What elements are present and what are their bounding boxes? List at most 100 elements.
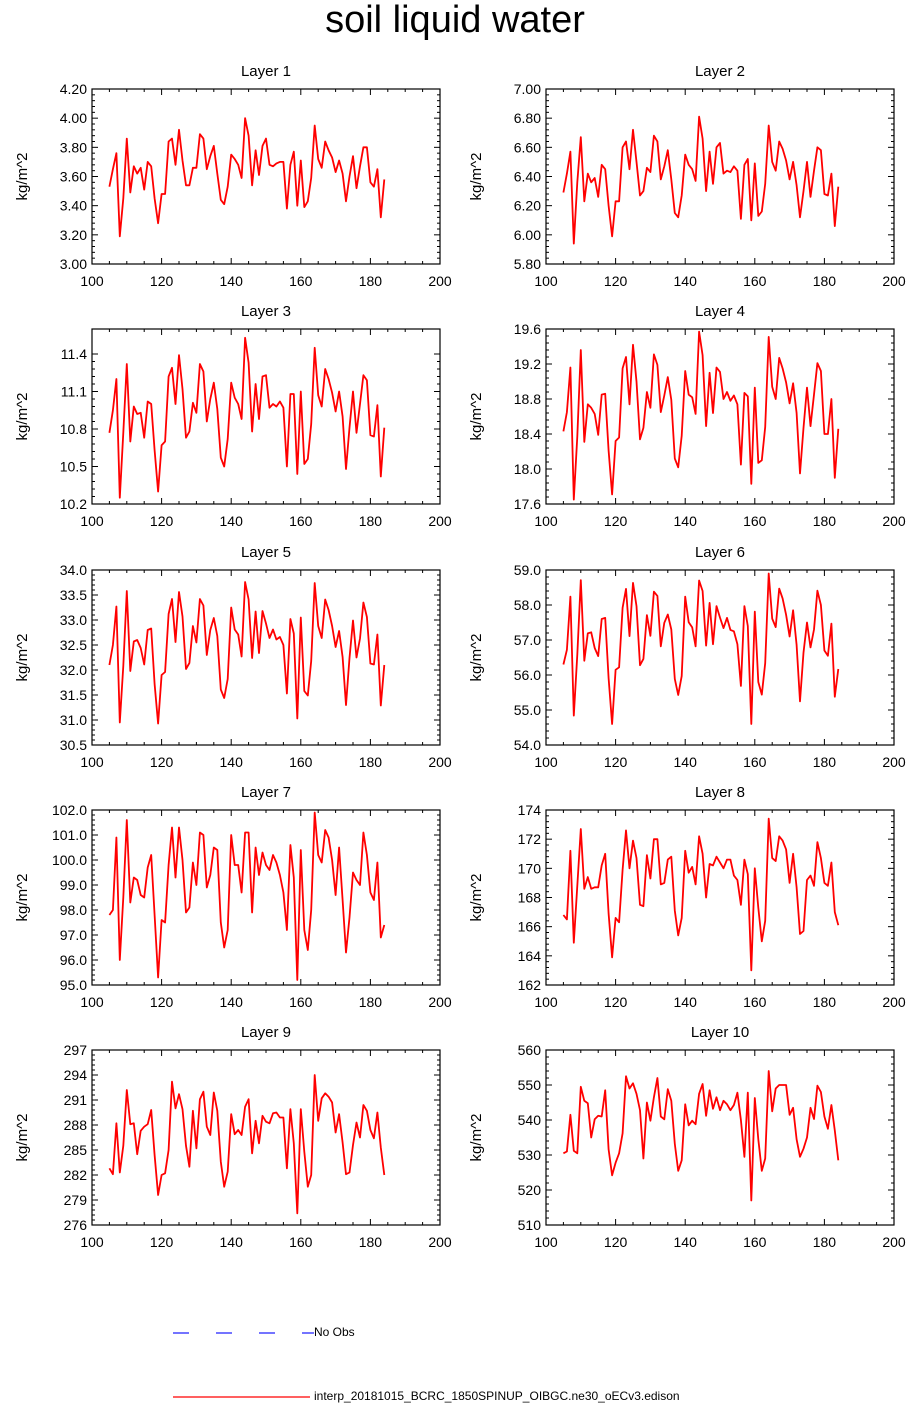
- y-tick-label: 174: [518, 802, 542, 818]
- series-line: [108, 1074, 386, 1215]
- x-tick-label: 140: [674, 1234, 698, 1250]
- x-tick-label: 140: [220, 513, 244, 529]
- x-tick-label: 100: [534, 1234, 558, 1250]
- x-tick-label: 180: [359, 273, 383, 289]
- y-tick-label: 10.2: [60, 496, 87, 512]
- legend-label-model-run: interp_20181015_BCRC_1850SPINUP_OIBGC.ne…: [314, 1389, 680, 1403]
- page-title: soil liquid water: [325, 0, 585, 41]
- series-line: [108, 811, 386, 981]
- x-tick-label: 180: [813, 513, 837, 529]
- chart-title: Layer 1: [241, 63, 291, 80]
- chart-layer-4: Layer 4 100 120 140 160 180 200 17.6 18.0 18.4 18.…: [468, 303, 906, 529]
- x-tick-label: 180: [813, 754, 837, 770]
- series-line: [562, 115, 840, 245]
- y-tick-label: 97.0: [60, 927, 87, 943]
- y-tick-label: 6.60: [514, 139, 541, 155]
- y-tick-label: 6.40: [514, 169, 541, 185]
- x-tick-label: 160: [289, 1234, 313, 1250]
- x-tick-label: 120: [150, 994, 174, 1010]
- x-tick-label: 160: [289, 994, 313, 1010]
- x-tick-label: 100: [534, 513, 558, 529]
- chart-title: Layer 7: [241, 784, 291, 801]
- y-tick-label: 3.00: [60, 256, 87, 272]
- chart-title: Layer 4: [695, 303, 745, 320]
- legend-label-no-obs: No Obs: [314, 1325, 355, 1339]
- chart-layer-3: Layer 3 100 120 140 160 180 200 10.2 10.5 10.8 11.…: [14, 303, 452, 529]
- x-tick-label: 100: [80, 513, 104, 529]
- x-tick-label: 140: [220, 1234, 244, 1250]
- y-tick-label: 3.40: [60, 198, 87, 214]
- chart-layer-6: Layer 6 100 120 140 160 180 200 54.0 55.0 56.0 57.…: [468, 544, 906, 770]
- y-axis-label: kg/m^2: [468, 874, 485, 922]
- chart-title: Layer 8: [695, 784, 745, 801]
- plot-frame: [545, 1049, 895, 1226]
- plot-frame: [545, 328, 895, 505]
- y-tick-label: 18.8: [514, 391, 541, 407]
- x-tick-label: 160: [743, 1234, 767, 1250]
- y-tick-label: 17.6: [514, 496, 541, 512]
- y-tick-label: 510: [518, 1217, 542, 1233]
- x-tick-label: 180: [359, 1234, 383, 1250]
- y-tick-label: 540: [518, 1112, 542, 1128]
- x-tick-label: 200: [882, 754, 906, 770]
- y-axis-label: kg/m^2: [14, 153, 31, 201]
- y-tick-label: 31.5: [60, 687, 87, 703]
- x-tick-label: 100: [80, 754, 104, 770]
- x-tick-label: 140: [220, 273, 244, 289]
- x-tick-label: 100: [80, 273, 104, 289]
- x-tick-label: 200: [882, 1234, 906, 1250]
- y-tick-label: 18.4: [514, 426, 541, 442]
- series-line: [562, 330, 840, 501]
- y-axis-label: kg/m^2: [14, 634, 31, 682]
- x-tick-label: 160: [289, 273, 313, 289]
- y-tick-label: 58.0: [514, 597, 541, 613]
- plot-frame: [545, 569, 895, 746]
- y-tick-label: 101.0: [52, 827, 87, 843]
- chart-layer-1: Layer 1 100 120 140 160 180 200 3.00 3.20 3.40 3.6…: [14, 63, 452, 289]
- x-tick-label: 100: [534, 754, 558, 770]
- y-axis-label: kg/m^2: [468, 153, 485, 201]
- x-tick-label: 200: [882, 273, 906, 289]
- chart-title: Layer 2: [695, 63, 745, 80]
- series-line: [108, 581, 386, 725]
- x-tick-label: 160: [289, 513, 313, 529]
- y-axis-label: kg/m^2: [14, 1114, 31, 1162]
- chart-layer-10: Layer 10 100 120 140 160 180 200 510 520 530 540 55…: [468, 1024, 906, 1250]
- legend-line-dashed: [173, 1332, 314, 1334]
- x-tick-label: 120: [150, 273, 174, 289]
- y-tick-label: 170: [518, 860, 542, 876]
- y-axis-label: kg/m^2: [14, 393, 31, 441]
- chart-layer-2: Layer 2 100 120 140 160 180 200 5.80 6.00 6.20 6.4…: [468, 63, 906, 289]
- y-tick-label: 33.5: [60, 587, 87, 603]
- y-tick-label: 162: [518, 977, 542, 993]
- chart-layer-8: Layer 8 100 120 140 160 180 200 162 164 166 168 170…: [468, 784, 906, 1010]
- x-tick-label: 140: [674, 513, 698, 529]
- y-tick-label: 32.5: [60, 637, 87, 653]
- x-tick-label: 160: [289, 754, 313, 770]
- y-tick-label: 10.8: [60, 421, 87, 437]
- y-tick-label: 100.0: [52, 852, 87, 868]
- x-tick-label: 120: [604, 273, 628, 289]
- x-tick-label: 120: [604, 513, 628, 529]
- x-tick-label: 100: [534, 994, 558, 1010]
- x-tick-label: 200: [882, 513, 906, 529]
- chart-title: Layer 6: [695, 544, 745, 561]
- y-tick-label: 57.0: [514, 632, 541, 648]
- x-tick-label: 120: [604, 994, 628, 1010]
- series-line: [562, 572, 840, 725]
- x-tick-label: 200: [882, 994, 906, 1010]
- series-line: [108, 336, 386, 499]
- y-tick-label: 288: [64, 1117, 88, 1133]
- x-tick-label: 200: [428, 754, 452, 770]
- y-tick-label: 19.6: [514, 321, 541, 337]
- y-tick-label: 3.80: [60, 139, 87, 155]
- y-tick-label: 3.20: [60, 227, 87, 243]
- plot-frame: [545, 809, 895, 986]
- y-tick-label: 164: [518, 948, 542, 964]
- x-tick-label: 100: [80, 1234, 104, 1250]
- x-tick-label: 180: [359, 754, 383, 770]
- y-axis-label: kg/m^2: [468, 393, 485, 441]
- y-tick-label: 5.80: [514, 256, 541, 272]
- x-tick-label: 180: [813, 1234, 837, 1250]
